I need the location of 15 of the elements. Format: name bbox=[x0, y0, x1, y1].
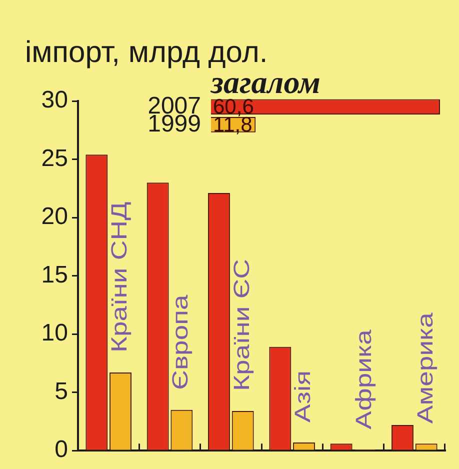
y-tick-label: 0 bbox=[54, 436, 68, 464]
y-tick-label: 5 bbox=[54, 378, 68, 405]
x-tick-label: Країни СНД bbox=[107, 202, 132, 353]
y-tick-label: 20 bbox=[41, 203, 68, 230]
x-tick-label: Країни ЄС bbox=[229, 258, 254, 391]
data-label: 60,6 bbox=[213, 96, 254, 119]
y-tick-label: 15 bbox=[41, 261, 68, 288]
y-tick-label: 10 bbox=[41, 320, 68, 347]
x-tick-label: Європа bbox=[168, 294, 194, 390]
x-tick-label: Америка bbox=[412, 312, 438, 424]
y-tick-label: 25 bbox=[41, 144, 68, 172]
x-tick-label: Азія bbox=[290, 370, 316, 422]
x-tick-label: Африка bbox=[352, 329, 377, 430]
y-tick-label: 30 bbox=[41, 86, 68, 114]
y-axis-title: імпорт, млрд дол. bbox=[25, 36, 268, 69]
